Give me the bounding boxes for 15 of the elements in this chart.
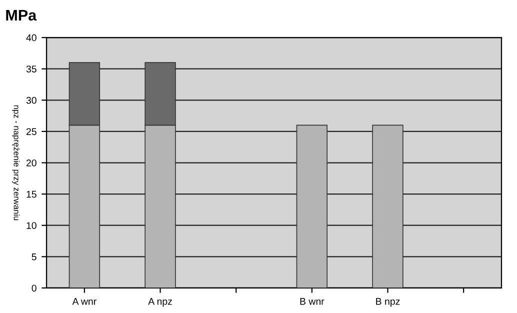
y-axis-title: npz - naprężenie przy zerwaniu — [12, 105, 20, 220]
y-tick-label: 20 — [26, 159, 36, 166]
x-tick-label: A wnr — [72, 298, 96, 305]
y-tick-label: 15 — [26, 190, 36, 198]
x-tick-label: B wnr — [300, 298, 324, 305]
y-tick-label: 5 — [32, 253, 36, 260]
y-tick-label: 30 — [26, 96, 36, 104]
y-tick-label: 10 — [26, 222, 36, 229]
x-tick-label: B npz — [376, 298, 400, 307]
y-tick-label: 25 — [26, 128, 36, 136]
y-tick-label: 35 — [26, 66, 36, 72]
x-tick-label: A npz — [148, 298, 172, 307]
y-tick-label: 40 — [26, 34, 36, 42]
y-tick-label: 0 — [32, 284, 36, 292]
chart-title: MPa — [6, 10, 37, 21]
